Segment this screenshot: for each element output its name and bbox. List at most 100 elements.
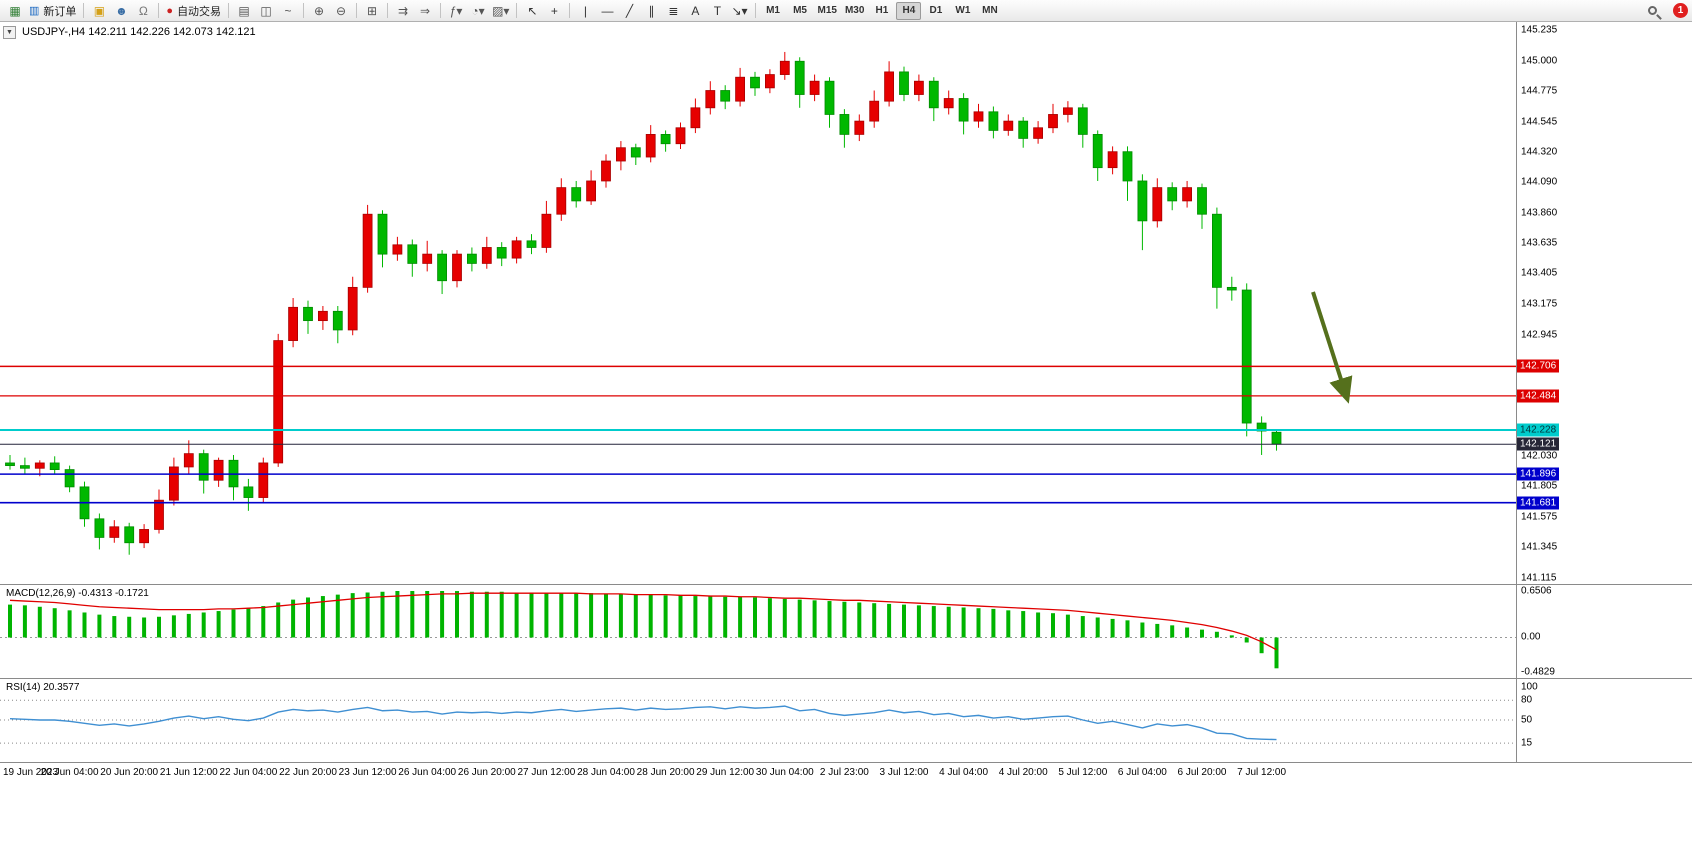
notification-badge[interactable]: 1 (1673, 3, 1688, 18)
arrow-annotation[interactable] (1311, 291, 1353, 404)
line-chart-icon[interactable]: ~ (277, 1, 299, 21)
horizontal-line-icon: — (601, 3, 614, 18)
pane-separator[interactable] (0, 762, 1692, 763)
macd-axis-label: 0.6506 (1521, 585, 1552, 597)
chart-title: USDJPY-,H4 142.211 142.226 142.073 142.1… (22, 26, 256, 38)
cursor-icon[interactable]: ↖ (521, 1, 543, 21)
candle (526, 240, 537, 248)
timeframe-button-m15[interactable]: M15 (817, 5, 837, 16)
vertical-line-icon: | (583, 3, 587, 18)
zoom-in-icon[interactable]: ⊕ (308, 1, 330, 21)
periods-icon[interactable]: ◔▾ (467, 1, 489, 21)
timeframe-button-m30[interactable]: M30 (844, 5, 865, 16)
time-axis-label: 19 Jun 2023 (3, 767, 59, 778)
candle (481, 247, 492, 264)
arrows-icon[interactable]: ↘▾ (728, 1, 750, 21)
rsi-axis-label: 100 (1521, 681, 1538, 693)
price-line-badge: 141.681 (1517, 496, 1560, 510)
headset-icon[interactable]: Ω (132, 1, 154, 21)
indicators-icon[interactable]: ƒ▾ (445, 1, 467, 21)
candle (124, 526, 135, 544)
timeframe-button-h4[interactable]: H4 (896, 1, 922, 20)
candle (1197, 187, 1207, 215)
candle (64, 469, 75, 488)
auto-scroll-icon[interactable]: ⇉ (392, 1, 414, 21)
candle (437, 253, 448, 282)
candle (34, 462, 45, 469)
candle (988, 111, 999, 131)
candle (273, 340, 284, 464)
chart-window: ▼ USDJPY-,H4 142.211 142.226 142.073 142… (0, 22, 1692, 846)
zoom-out-icon[interactable]: ⊖ (330, 1, 352, 21)
candle (1212, 213, 1222, 288)
rsi-axis-label: 15 (1521, 737, 1533, 749)
autotrading-button[interactable]: ● 自动交易 (163, 1, 224, 21)
candle (899, 71, 909, 95)
signals-icon: ☻ (115, 3, 128, 18)
timeframe-button-h1[interactable]: H1 (875, 5, 889, 16)
rsi-label: RSI(14) 20.3577 (6, 682, 80, 693)
macd-axis-label: -0.4829 (1521, 666, 1555, 678)
bar-chart-icon[interactable]: ▤ (233, 1, 255, 21)
signals-icon[interactable]: ☻ (110, 1, 132, 21)
fibonacci-icon[interactable]: ≣ (662, 1, 684, 21)
pane-separator[interactable] (0, 584, 1692, 585)
chart-collapse-button[interactable]: ▼ (3, 26, 16, 39)
candle (973, 111, 984, 122)
market-icon[interactable]: ▣ (88, 1, 110, 21)
channel-icon[interactable]: ∥ (640, 1, 662, 21)
candle (347, 286, 358, 331)
chart-shift-icon[interactable]: ⇒ (414, 1, 436, 21)
horizontal-line-icon[interactable]: — (596, 1, 618, 21)
candle (392, 244, 403, 255)
candle (839, 114, 850, 135)
timeframe-button-d1[interactable]: D1 (929, 5, 943, 16)
pane-separator[interactable] (0, 678, 1692, 679)
time-axis-label: 22 Jun 20:00 (279, 767, 337, 778)
timeframe-button-m1[interactable]: M1 (766, 5, 780, 16)
candle (258, 462, 269, 498)
candle (1271, 431, 1282, 445)
templates-icon[interactable]: ▨▾ (489, 1, 512, 21)
candles-layer (5, 51, 1282, 555)
vertical-line-icon[interactable]: | (574, 1, 596, 21)
candle (660, 134, 671, 145)
candlestick-chart-icon[interactable]: ◫ (255, 1, 277, 21)
price-chart-canvas[interactable] (0, 22, 1516, 782)
candle (1167, 187, 1178, 202)
rsi-axis-label: 80 (1521, 694, 1533, 706)
text-icon[interactable]: A (684, 1, 706, 21)
candle (5, 462, 15, 467)
time-axis-label: 20 Jun 04:00 (40, 767, 99, 778)
candle (675, 127, 686, 145)
candle (1182, 187, 1192, 202)
candle (765, 74, 775, 89)
new-order-button[interactable]: ▥ 新订单 (26, 1, 79, 21)
candle (303, 306, 313, 322)
timeframe-button-m5[interactable]: M5 (793, 5, 807, 16)
label-icon: T (713, 3, 722, 18)
label-icon[interactable]: T (706, 1, 728, 21)
time-axis-label: 6 Jul 04:00 (1117, 767, 1167, 778)
tile-windows-icon[interactable]: ⊞ (361, 1, 383, 21)
crosshair-icon[interactable]: + (543, 1, 565, 21)
timeframe-button-mn[interactable]: MN (982, 5, 998, 16)
candle (1152, 187, 1163, 222)
time-axis-label: 23 Jun 12:00 (338, 767, 397, 778)
rsi-line (9, 705, 1277, 741)
channel-icon: ∥ (648, 3, 655, 18)
price-axis-label: 144.320 (1521, 146, 1558, 158)
chart-window-icon[interactable]: ▦ (4, 1, 26, 21)
candle (332, 310, 343, 331)
candle (556, 187, 567, 215)
candle (690, 107, 701, 129)
candle (884, 71, 894, 102)
price-axis-label: 141.345 (1521, 541, 1558, 553)
candle (1003, 120, 1014, 131)
candle (49, 462, 60, 470)
search-icon[interactable] (1641, 1, 1663, 21)
trendline-icon[interactable]: ╱ (618, 1, 640, 21)
timeframe-button-w1[interactable]: W1 (955, 5, 971, 16)
time-axis[interactable]: 19 Jun 2023 20 Jun 04:00 20 Jun 20:00 21 Ju… (0, 763, 1516, 782)
price-axis-border (1516, 22, 1517, 763)
